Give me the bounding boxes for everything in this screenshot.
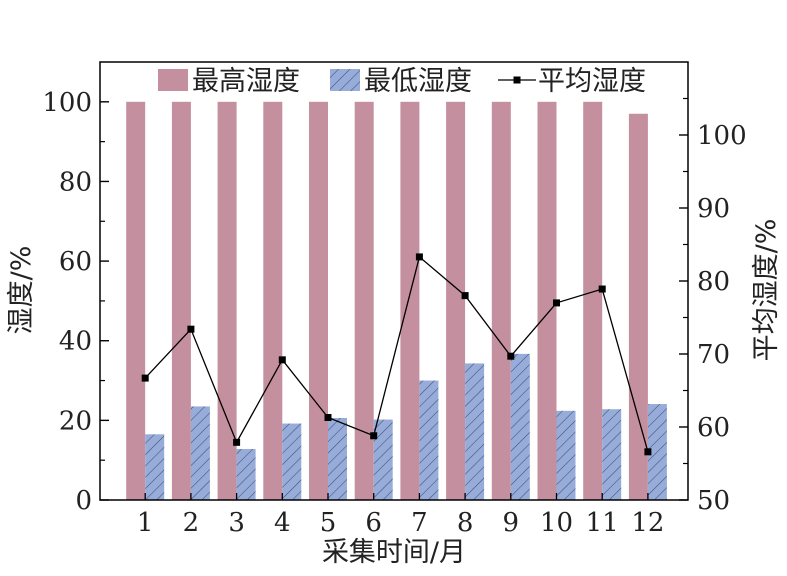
bar-max-humidity (537, 101, 557, 501)
average-humidity-point (278, 356, 286, 364)
x-tick-label: 5 (320, 508, 337, 538)
x-tick-label: 7 (411, 508, 428, 538)
average-humidity-line (144, 255, 649, 452)
legend-swatch-max (158, 69, 188, 91)
right-tick-label: 60 (697, 413, 730, 443)
bar-min-humidity (510, 353, 530, 500)
x-tick-label: 9 (503, 508, 520, 538)
average-humidity-point (415, 253, 423, 261)
left-tick-label: 80 (59, 167, 92, 197)
left-axis-title: 湿度/% (6, 246, 37, 335)
left-axis: 0 20 40 60 80 100 (42, 88, 109, 516)
left-tick-label: 40 (59, 327, 92, 357)
average-humidity-point (324, 414, 332, 422)
bar-max-humidity (400, 101, 420, 501)
average-line-layer (141, 253, 652, 456)
left-tick-label: 0 (75, 486, 92, 516)
x-tick-label: 11 (586, 508, 619, 538)
bar-max-humidity (491, 101, 511, 501)
x-tick-label: 2 (183, 508, 200, 538)
bar-min-humidity (419, 380, 439, 500)
average-humidity-point (644, 448, 652, 456)
bar-max-humidity (309, 101, 328, 501)
legend: 最高湿度 最低湿度 平均湿度 (158, 66, 646, 97)
left-tick-label: 60 (59, 247, 92, 277)
right-tick-label: 80 (697, 267, 730, 297)
bar-min-humidity (647, 404, 667, 500)
average-humidity-point (370, 432, 378, 440)
bar-min-humidity (465, 363, 485, 500)
bar-min-humidity (373, 419, 393, 500)
bars-layer (126, 101, 667, 501)
bar-min-humidity (602, 409, 622, 500)
x-axis-title: 采集时间/月 (322, 537, 466, 568)
x-tick-label: 1 (137, 508, 154, 538)
bar-min-humidity (236, 449, 256, 500)
bar-max-humidity (171, 101, 191, 501)
bar-min-humidity (282, 423, 302, 500)
average-humidity-point (187, 325, 195, 333)
bar-max-humidity (217, 101, 237, 501)
legend-swatch-avg-marker (513, 76, 521, 84)
right-axis: 50 60 70 80 90 100 (679, 97, 747, 516)
average-humidity-point (598, 285, 606, 293)
x-tick-label: 10 (540, 508, 573, 538)
bar-max-humidity (263, 101, 283, 501)
right-tick-label: 90 (697, 194, 730, 224)
bar-min-humidity (328, 417, 347, 500)
bar-max-humidity (354, 101, 374, 501)
x-tick-label: 3 (228, 508, 245, 538)
x-axis: 1 2 3 4 5 6 7 8 9 10 11 12 (137, 493, 664, 538)
right-axis-title: 平均湿度/% (751, 219, 782, 362)
bar-min-humidity (145, 434, 165, 500)
x-tick-label: 6 (365, 508, 382, 538)
bar-max-humidity (126, 101, 146, 501)
average-humidity-point (461, 292, 469, 300)
legend-swatch-min (330, 69, 360, 91)
x-tick-label: 8 (457, 508, 474, 538)
right-tick-label: 70 (697, 340, 730, 370)
bar-max-humidity (583, 101, 603, 501)
bar-min-humidity (190, 406, 210, 500)
legend-label-max: 最高湿度 (192, 66, 300, 97)
average-humidity-point (553, 299, 560, 307)
bar-min-humidity (556, 410, 576, 500)
right-tick-label: 50 (697, 486, 730, 516)
legend-label-min: 最低湿度 (364, 66, 472, 97)
legend-label-avg: 平均湿度 (538, 66, 646, 97)
bar-max-humidity (446, 101, 466, 501)
average-humidity-point (141, 374, 149, 382)
left-tick-label: 100 (42, 88, 92, 118)
right-tick-label: 100 (697, 121, 747, 151)
left-tick-label: 20 (59, 406, 92, 436)
average-humidity-point (233, 438, 241, 446)
x-tick-label: 4 (274, 508, 291, 538)
average-humidity-point (507, 352, 515, 360)
x-tick-label: 12 (631, 508, 664, 538)
